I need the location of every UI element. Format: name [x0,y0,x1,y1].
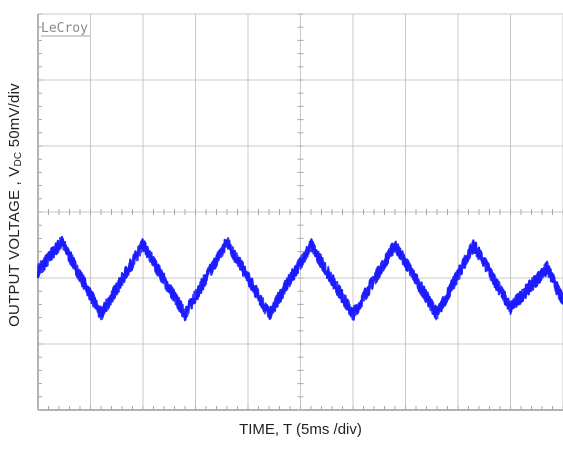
output-voltage-trace-noise [37,236,563,321]
y-axis-label-container: OUTPUT VOLTAGE , VDC 50mV/div [0,0,30,410]
lecroy-brand-label: LeCroy [41,21,88,36]
x-axis-label: TIME, T (5ms /div) [239,421,362,438]
y-axis-label-suffix: 50mV/div [6,83,23,152]
y-axis-label: OUTPUT VOLTAGE , VDC 50mV/div [6,83,24,327]
y-axis-label-prefix: OUTPUT VOLTAGE , V [6,166,23,327]
y-axis-label-subscript: DC [13,151,24,167]
